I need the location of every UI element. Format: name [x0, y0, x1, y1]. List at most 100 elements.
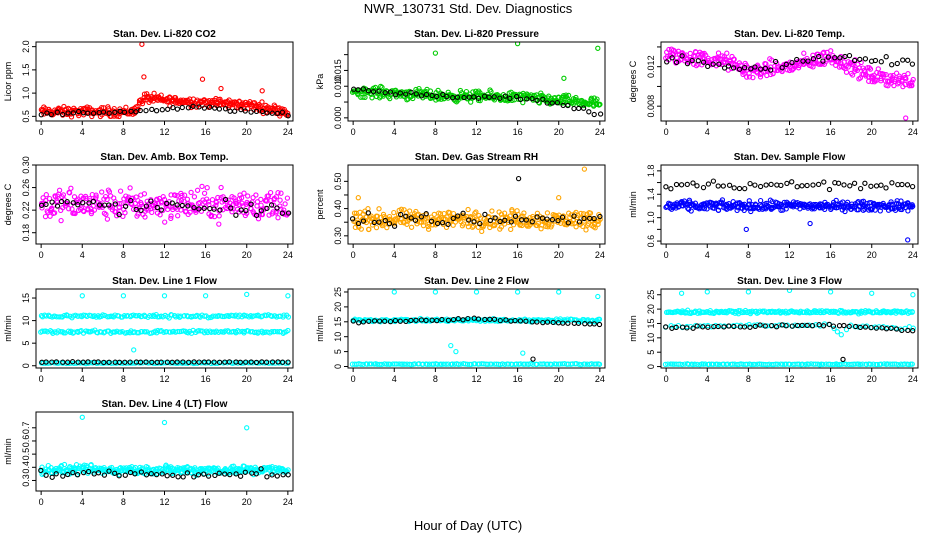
data-point [591, 221, 598, 228]
data-point [576, 219, 583, 225]
data-point [488, 88, 494, 95]
data-point [789, 179, 795, 185]
data-point [909, 309, 915, 315]
outlier-point [473, 289, 480, 295]
x-tick-label: 0 [351, 374, 356, 384]
y-tick-label: 15 [21, 293, 31, 303]
data-point [158, 359, 164, 365]
data-point [680, 52, 686, 58]
data-point [98, 360, 104, 366]
data-point [202, 360, 209, 366]
data-point [38, 467, 44, 474]
data-point [787, 361, 793, 367]
data-point [477, 220, 483, 227]
x-tick-label: 20 [242, 250, 252, 260]
data-point [397, 318, 403, 324]
data-point [587, 210, 594, 216]
data-point [586, 109, 592, 115]
data-point [106, 202, 112, 208]
data-point [238, 195, 245, 201]
data-point [423, 91, 430, 98]
data-point [65, 471, 71, 478]
data-point [137, 359, 144, 365]
chart-title: Stan. Dev. Li-820 CO2 [113, 29, 216, 40]
data-point [523, 217, 529, 223]
data-point [150, 312, 157, 318]
data-point [106, 468, 112, 474]
x-tick-label: 16 [201, 374, 211, 384]
data-point [544, 216, 550, 222]
data-point [497, 317, 503, 324]
data-point [796, 361, 802, 367]
chart-panel-9: Stan. Dev. Line 3 Flow 0 4 8 12 16 20 24 0 5 10 15 2… [628, 276, 919, 384]
data-point [95, 470, 102, 476]
data-point [559, 214, 566, 220]
data-point [804, 182, 810, 189]
data-point [553, 361, 560, 367]
data-point [584, 215, 590, 221]
data-point [377, 361, 383, 368]
data-point [103, 211, 109, 218]
data-point [191, 204, 197, 211]
data-point [271, 202, 277, 209]
data-point [899, 181, 905, 188]
data-point [365, 206, 371, 212]
data-point [43, 313, 49, 319]
data-point [178, 207, 184, 213]
data-point [132, 471, 138, 477]
data-point [392, 92, 399, 98]
data-point [274, 329, 281, 335]
data-point [857, 185, 864, 192]
data-point [507, 95, 513, 102]
data-point [876, 310, 883, 316]
data-point [556, 94, 562, 101]
data-point [909, 361, 915, 367]
data-point [207, 328, 213, 334]
x-tick-label: 12 [784, 127, 794, 137]
data-point [906, 361, 912, 368]
data-point [844, 199, 851, 205]
data-point [106, 359, 112, 365]
data-point [512, 213, 519, 219]
data-point [387, 318, 394, 325]
data-point [810, 56, 817, 62]
data-point [757, 74, 764, 80]
data-point [475, 95, 482, 101]
data-point [185, 313, 191, 320]
data-point [191, 194, 198, 200]
data-point [216, 470, 222, 476]
outlier-point [840, 356, 846, 363]
outlier-point [514, 289, 521, 295]
x-tick-label: 12 [159, 374, 169, 384]
data-point [205, 199, 212, 205]
data-point [778, 182, 784, 189]
data-point [784, 180, 790, 187]
outlier-point [259, 88, 265, 94]
data-point [379, 84, 385, 91]
y-tick-label: 20 [646, 304, 656, 314]
data-point [829, 309, 836, 315]
data-point [744, 74, 750, 80]
outlier-point [869, 290, 875, 296]
data-point [821, 179, 827, 185]
data-point [731, 56, 737, 62]
chart-title: Stan. Dev. Line 1 Flow [112, 276, 217, 287]
data-point [705, 324, 711, 330]
data-point [439, 316, 445, 323]
data-point [167, 203, 173, 210]
x-tick-label: 4 [80, 374, 85, 384]
data-point [841, 182, 847, 188]
data-point [116, 113, 122, 120]
data-point [413, 317, 419, 323]
data-point [502, 217, 508, 223]
data-point [596, 321, 603, 328]
data-point [371, 318, 378, 324]
data-point [769, 198, 775, 205]
data-point [910, 325, 916, 331]
points-9 [662, 289, 916, 368]
data-point [216, 221, 222, 227]
data-point [138, 469, 145, 475]
data-point [662, 361, 669, 368]
data-point [445, 317, 452, 323]
